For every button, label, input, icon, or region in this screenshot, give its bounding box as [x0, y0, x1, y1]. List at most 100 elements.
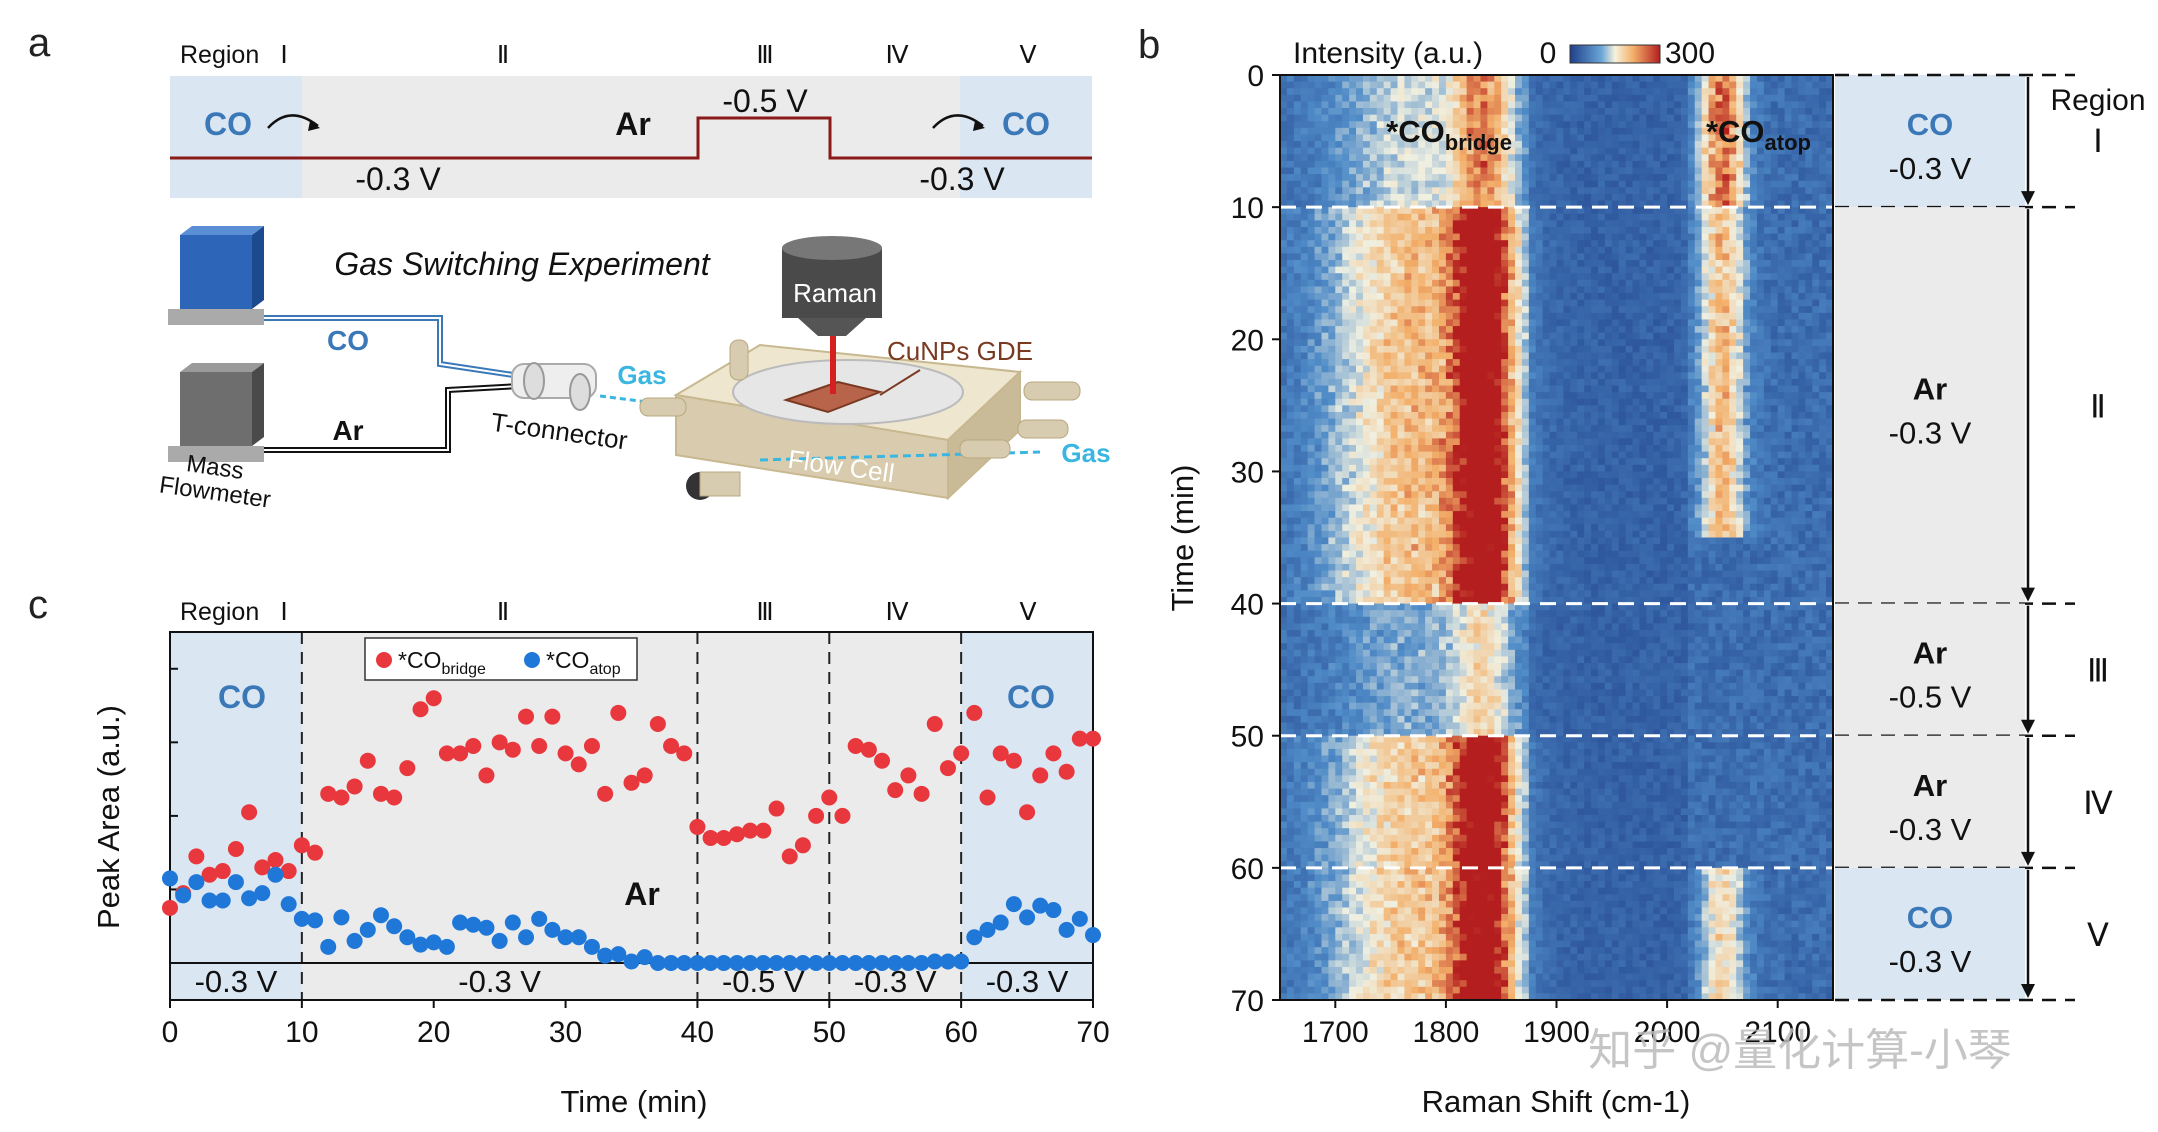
heatmap-cell: [1515, 339, 1523, 347]
heatmap-cell: [1321, 748, 1329, 757]
heatmap-cell: [1487, 127, 1495, 136]
heatmap-cell: [1369, 517, 1378, 525]
heatmap-cell: [1300, 828, 1309, 836]
heatmap-cell: [1459, 246, 1468, 254]
heatmap-cell: [1425, 504, 1433, 512]
heatmap-cell: [1376, 914, 1385, 922]
panel-a: a Region Ⅰ Ⅱ Ⅲ Ⅳ Ⅴ CO Ar CO -0.3 V -0.5 …: [28, 21, 1111, 514]
heatmap-cell: [1432, 643, 1440, 651]
heatmap-cell: [1445, 114, 1454, 122]
heatmap-cell: [1418, 253, 1426, 261]
heatmap-cell: [1342, 121, 1350, 129]
heatmap-cell: [1300, 762, 1309, 770]
heatmap-cell: [1404, 220, 1412, 228]
heatmap-cell: [1321, 464, 1329, 473]
heatmap-cell: [1494, 557, 1502, 565]
heatmap-cell: [1321, 478, 1329, 486]
heatmap-cell: [1487, 147, 1495, 155]
heatmap-cell: [1328, 425, 1336, 433]
heatmap-cell: [1466, 848, 1475, 856]
heatmap-cell: [1425, 966, 1433, 975]
heatmap-cell: [1369, 715, 1378, 724]
heatmap-cell: [1521, 332, 1530, 340]
heatmap-cell: [1432, 260, 1440, 268]
heatmap-cell: [1280, 431, 1288, 439]
heatmap-cell: [1411, 590, 1419, 598]
heatmap-cell: [1411, 709, 1419, 717]
heatmap-cell: [1501, 821, 1509, 829]
heatmap-cell: [1280, 127, 1288, 136]
heatmap-cell: [1342, 557, 1350, 565]
heatmap-cell: [1280, 953, 1288, 961]
heatmap-cell: [1487, 636, 1495, 644]
heatmap-cell: [1307, 491, 1316, 499]
heatmap-cell: [1286, 940, 1295, 948]
heatmap-cell: [1321, 788, 1329, 796]
heatmap-cell: [1459, 286, 1468, 294]
heatmap-cell: [1286, 418, 1295, 426]
heatmap-cell: [1404, 504, 1412, 512]
heatmap-cell: [1411, 464, 1419, 473]
heatmap-cell: [1342, 887, 1350, 895]
heatmap-cell: [1383, 894, 1392, 902]
heatmap-cell: [1432, 616, 1440, 624]
heatmap-cell: [1397, 233, 1406, 241]
heatmap-cell: [1459, 187, 1468, 195]
heatmap-cell: [1452, 702, 1461, 710]
heatmap-cell: [1480, 676, 1488, 684]
heatmap-cell: [1293, 220, 1302, 228]
heatmap-cell: [1376, 953, 1385, 961]
heatmap-cell: [1452, 293, 1461, 301]
heatmap-cell: [1376, 894, 1385, 902]
heatmap-cell: [1466, 630, 1475, 638]
heatmap-cell: [1425, 729, 1433, 737]
heatmap-cell: [1438, 511, 1447, 519]
heatmap-cell: [1466, 709, 1475, 717]
heatmap-cell: [1349, 841, 1357, 849]
heatmap-cell: [1438, 497, 1447, 506]
heatmap-cell: [1445, 821, 1454, 829]
heatmap-cell: [1521, 174, 1530, 182]
heatmap-cell: [1376, 848, 1385, 856]
heatmap-cell: [1300, 233, 1309, 241]
heatmap-cell: [1501, 167, 1509, 175]
heatmap-cell: [1286, 174, 1295, 182]
heatmap-cell: [1473, 669, 1482, 677]
heatmap-cell: [1411, 861, 1419, 869]
heatmap-cell: [1494, 299, 1502, 307]
heatmap-cell: [1390, 980, 1399, 988]
heatmap-cell: [1397, 114, 1406, 122]
heatmap-cell: [1487, 980, 1495, 988]
colorbar-max: 300: [1665, 37, 1715, 70]
heatmap-cell: [1487, 273, 1495, 281]
heatmap-cell: [1494, 914, 1502, 922]
heatmap-cell: [1432, 425, 1440, 433]
heatmap-cell: [1286, 874, 1295, 882]
heatmap-cell: [1466, 260, 1475, 268]
heatmap-cell: [1487, 867, 1495, 876]
heatmap-cell: [1383, 947, 1392, 955]
heatmap-cell: [1328, 544, 1336, 552]
heatmap-cell: [1397, 392, 1406, 400]
heatmap-cell: [1466, 894, 1475, 902]
heatmap-cell: [1494, 735, 1502, 743]
heatmap-cell: [1335, 524, 1343, 532]
heatmap-cell: [1349, 828, 1357, 836]
heatmap-cell: [1501, 689, 1509, 697]
heatmap-cell: [1335, 603, 1343, 611]
heatmap-cell: [1390, 689, 1399, 697]
heatmap-cell: [1459, 293, 1468, 301]
heatmap-cell: [1307, 768, 1316, 776]
heatmap-cell: [1411, 636, 1419, 644]
heatmap-cell: [1362, 715, 1371, 724]
heatmap-cell: [1515, 464, 1523, 473]
heatmap-cell: [1321, 345, 1329, 354]
heatmap-cell: [1515, 696, 1523, 704]
heatmap-cell: [1335, 649, 1343, 658]
heatmap-cell: [1508, 200, 1516, 208]
heatmap-cell: [1404, 649, 1412, 658]
heatmap-cell: [1383, 154, 1392, 162]
heatmap-cell: [1300, 127, 1309, 136]
heatmap-cell: [1397, 755, 1406, 763]
heatmap-cell: [1418, 458, 1426, 466]
